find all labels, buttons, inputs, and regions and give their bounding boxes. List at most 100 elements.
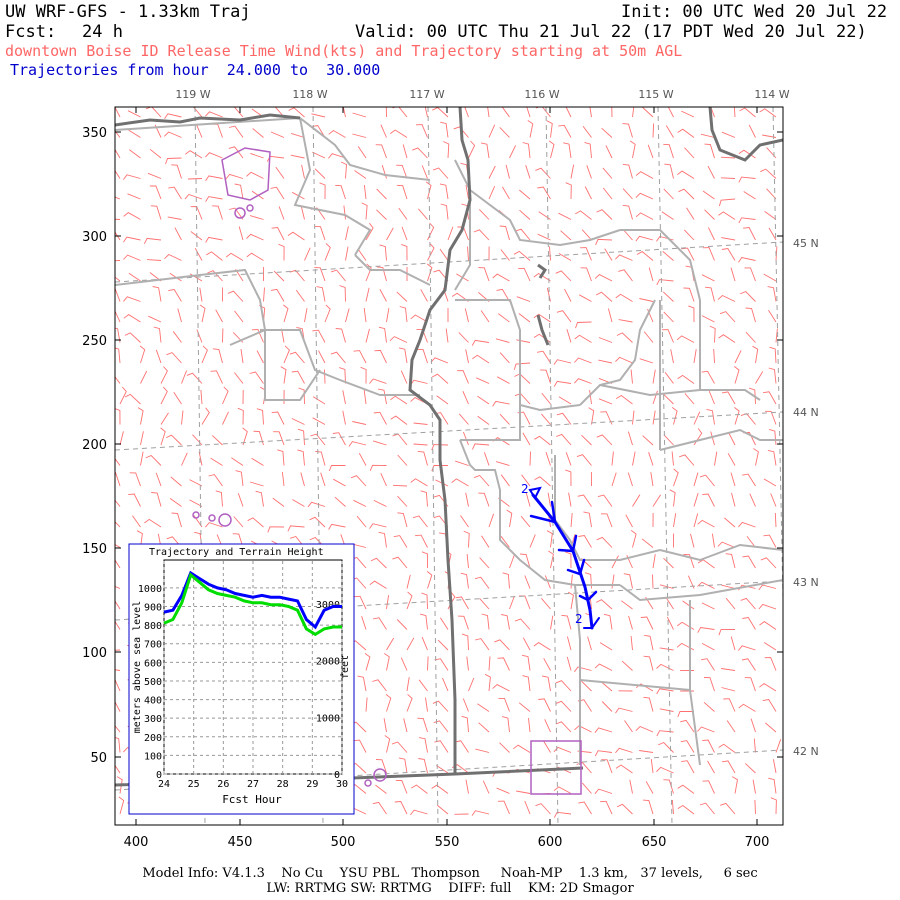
wind-barb [509,145,517,159]
wind-barb [189,479,203,487]
wind-barb [256,408,264,425]
wind-barb [745,307,756,323]
wind-barb [270,131,285,138]
wind-barb [652,390,658,405]
wind-barb [643,655,654,671]
wind-barb [228,207,244,220]
wind-barb [410,314,428,323]
wind-barb [763,391,777,405]
wind-barb [250,152,264,159]
wind-barb [288,107,305,118]
wind-barb [548,550,554,569]
wind-barb [425,181,432,200]
wind-barb [300,205,305,220]
wind-barb [621,660,633,671]
wind-barb [671,451,674,466]
wind-barb [679,454,695,466]
wind-barb [742,555,756,569]
wind-barb [390,395,408,405]
wind-barb [115,347,121,364]
wind-barb [533,313,551,323]
wind-barb [661,329,674,343]
wind-barb [421,165,428,179]
latitude-label: 43 N [793,576,819,589]
wind-barb [426,263,433,282]
wind-barb [673,513,677,528]
wind-barb [615,254,633,261]
wind-barb [574,378,592,384]
inset-y-right-tick-label: 0 [334,770,340,781]
wind-barb [465,185,469,200]
wind-barb [481,613,490,630]
wind-barb [461,633,469,651]
wind-barb [143,237,162,245]
wind-barb [345,308,350,323]
wind-barb [115,725,121,733]
wind-barb [361,616,367,630]
wind-barb [115,499,121,507]
wind-barb [541,598,551,610]
inset-x-tick-label: 27 [247,779,259,790]
wind-barb [384,653,390,671]
wind-barb [316,286,326,302]
wind-barb [280,366,287,384]
wind-barb [462,698,469,712]
wind-barb [509,554,515,569]
wind-barb [526,107,531,118]
wind-barb [369,580,387,589]
wind-barb [310,433,326,446]
wind-barb [703,677,715,692]
wind-barb [730,636,736,651]
wind-barb [411,784,428,794]
wind-barb [706,408,715,425]
wind-barb [287,231,305,241]
wind-barb [342,410,346,425]
wind-barb [137,407,144,425]
wind-barb [767,449,777,466]
trajectory-path [528,486,600,630]
wind-barb [228,146,244,159]
wind-barb [743,227,756,241]
wind-barb [583,511,592,528]
wind-barb [607,308,613,323]
wind-barb [576,454,592,466]
wind-barb [516,790,531,794]
wind-barb [495,107,510,118]
wind-barb [644,634,654,651]
wind-barb [298,387,305,405]
wind-barb [580,267,592,282]
wind-barb [436,765,449,774]
wind-barb [431,373,449,384]
wind-barb [127,193,141,200]
wind-barb [256,350,264,364]
inset-frame [128,543,355,815]
wind-barb [678,188,695,200]
wind-barb [375,784,387,794]
inset-y-left-tick-label: 400 [144,696,162,707]
wind-barb [500,249,510,261]
wind-barb [602,167,613,179]
wind-barb [726,720,736,733]
inset-x-tick-label: 30 [336,779,348,790]
wind-barb [759,683,777,692]
wind-barb [663,311,674,323]
wind-barb [455,460,469,466]
wind-barb [291,418,305,425]
wind-barb [734,350,742,364]
wind-barb [164,113,182,119]
wind-barb [506,509,513,528]
wind-barb [488,165,496,179]
wind-barb [181,370,188,384]
wind-barb [443,141,450,159]
inset-x-tick-label: 26 [217,779,229,790]
wind-barb [124,393,141,405]
wind-barb [295,289,305,302]
wind-barb [473,229,490,241]
x-tick-label: 450 [228,835,253,850]
wind-barb [342,107,346,118]
wind-barb [354,170,367,179]
wind-barb [535,167,551,179]
wind-barb [604,248,613,261]
y-tick-label: 100 [82,646,107,661]
wind-barb [663,779,674,794]
